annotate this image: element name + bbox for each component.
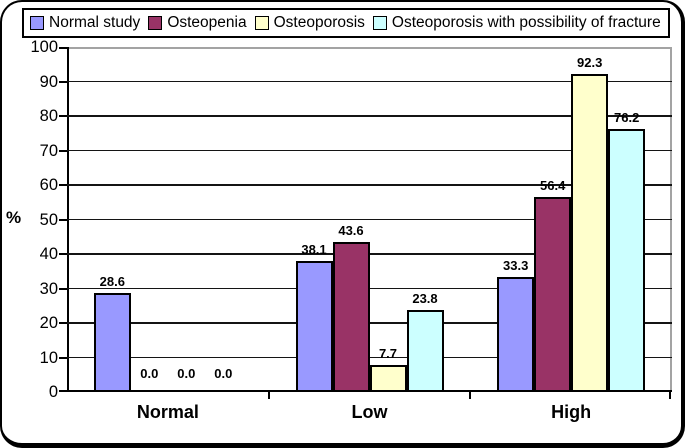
y-axis-tick-label: 10 <box>39 348 58 367</box>
bar <box>406 309 444 392</box>
bar <box>497 277 535 392</box>
y-axis-tick-label: 0 <box>48 383 58 401</box>
plot-border-top <box>67 47 672 49</box>
legend-item-label: Osteopenia <box>167 14 247 31</box>
x-axis-category-labels: Normal Low High <box>67 402 672 423</box>
legend-swatch-icon <box>30 16 44 30</box>
bar <box>369 365 407 392</box>
y-axis-tick <box>59 253 67 255</box>
y-axis-tick <box>59 115 67 117</box>
gridline <box>67 287 672 290</box>
x-axis-tick <box>669 392 671 399</box>
y-axis-tick <box>59 390 67 392</box>
y-axis-tick-label: 50 <box>39 210 58 229</box>
x-axis-category-label: High <box>551 402 592 422</box>
gridline <box>67 218 672 221</box>
legend-item: Osteoporosis with possibility of fractur… <box>372 14 661 32</box>
value-label: 38.1 <box>301 241 327 257</box>
legend-item-label: Osteoporosis with possibility of fractur… <box>391 14 661 31</box>
plot-area: 28.6 0.0 0.0 0.0 38.1 43.6 7.7 23.8 33.3 56.4 92.3… <box>59 47 672 399</box>
value-label: 23.8 <box>412 290 438 306</box>
legend-item-label: Normal study <box>49 14 141 31</box>
legend-swatch-icon <box>372 16 387 30</box>
bar <box>534 197 572 392</box>
value-label: 0.0 <box>177 366 196 381</box>
y-axis-tick <box>59 80 67 83</box>
gridline <box>67 149 672 152</box>
gridline <box>67 184 672 186</box>
gridline <box>67 322 672 324</box>
y-axis-tick-label: 80 <box>39 107 58 125</box>
gridline <box>67 80 672 83</box>
legend-item: Normal study <box>30 14 140 32</box>
value-label: 92.3 <box>577 54 603 70</box>
value-label: 33.3 <box>503 258 529 274</box>
y-axis-tick-label: 60 <box>39 176 58 194</box>
y-axis-tick <box>59 322 67 324</box>
x-axis-tick <box>267 392 270 399</box>
legend-swatch-icon <box>254 16 269 30</box>
y-axis-tick <box>59 287 67 290</box>
bar <box>571 73 609 392</box>
y-axis-tick <box>59 149 67 152</box>
legend-item: Osteoporosis <box>254 14 365 32</box>
x-axis-category-label: Low <box>351 402 388 422</box>
value-label: 28.6 <box>99 274 125 290</box>
gridline <box>67 115 672 117</box>
y-axis-title: % <box>6 208 22 227</box>
y-axis-tick <box>59 47 67 49</box>
y-axis-tick <box>59 184 67 186</box>
y-axis-tick <box>59 356 67 359</box>
y-axis-tick <box>59 218 67 221</box>
x-axis-tick <box>469 392 472 399</box>
y-axis-tick-label: 70 <box>39 141 58 160</box>
value-label: 0.0 <box>140 366 159 381</box>
y-axis-tick-label: 100 <box>30 38 58 56</box>
y-axis-tick-label: 30 <box>39 279 58 298</box>
x-axis-category-label: Normal <box>136 402 199 422</box>
y-axis-tick-label: 20 <box>39 314 58 332</box>
gridline <box>67 356 672 359</box>
gridline <box>67 253 672 255</box>
value-label: 0.0 <box>214 366 233 381</box>
y-axis-tick-label: 40 <box>39 245 58 263</box>
legend-swatch-icon <box>148 16 163 30</box>
x-axis <box>67 390 672 392</box>
bar <box>608 129 646 392</box>
value-label: 7.7 <box>378 346 398 362</box>
chart-legend: Normal study Osteopenia Osteoporosis Osteop… <box>22 8 670 38</box>
legend-item: Osteopenia <box>148 14 247 32</box>
value-label: 43.6 <box>338 222 364 238</box>
legend-item-label: Osteoporosis <box>273 14 365 31</box>
bar <box>332 241 370 392</box>
y-axis-tick-label: 90 <box>39 72 58 91</box>
value-label: 76.2 <box>614 110 640 126</box>
bar <box>295 260 333 392</box>
value-label: 56.4 <box>540 178 566 194</box>
